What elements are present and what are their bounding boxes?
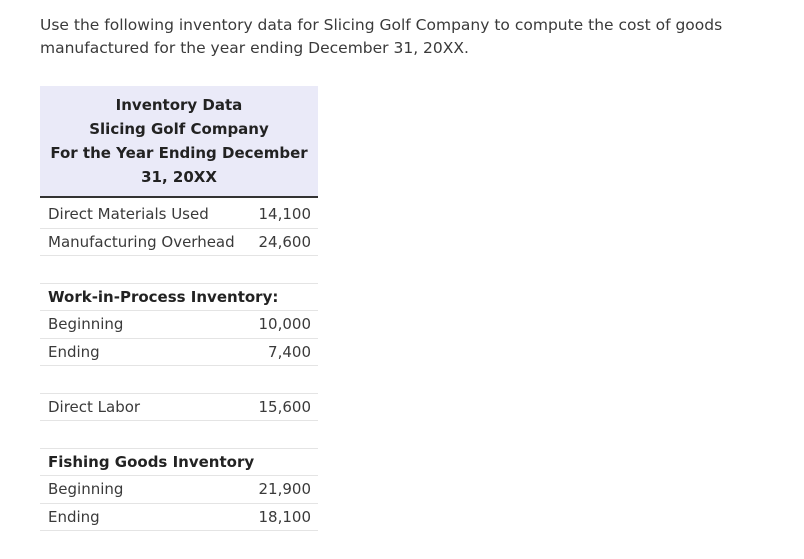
section-heading-row: Work-in-Process Inventory:	[40, 283, 318, 311]
table-row: Ending 7,400	[40, 338, 318, 366]
row-value: 18,100	[248, 503, 318, 531]
table-row: Manufacturing Overhead 24,600	[40, 228, 318, 256]
table-row: Direct Materials Used 14,100	[40, 197, 318, 229]
row-label: Direct Materials Used	[40, 197, 249, 229]
problem-statement: Use the following inventory data for Sli…	[40, 16, 723, 57]
row-label: Ending	[40, 338, 249, 366]
row-value: 7,400	[248, 338, 318, 366]
row-value: 21,900	[248, 475, 318, 504]
spacer-row	[40, 365, 318, 394]
wip-heading: Work-in-Process Inventory:	[40, 283, 318, 311]
row-label: Manufacturing Overhead	[40, 228, 249, 256]
row-label: Ending	[40, 503, 249, 531]
row-label: Beginning	[40, 310, 249, 339]
fg-heading: Fishing Goods Inventory	[40, 448, 318, 476]
section-heading-row: Fishing Goods Inventory	[40, 448, 318, 476]
row-value: 15,600	[248, 393, 318, 421]
spacer-row	[40, 255, 318, 284]
inventory-data-table: Inventory Data Slicing Golf Company For …	[40, 86, 318, 531]
row-label: Beginning	[40, 475, 249, 504]
period-label: For the Year Ending December 31, 20XX	[50, 144, 308, 186]
table-row: Beginning 21,900	[40, 475, 318, 504]
table-row: Beginning 10,000	[40, 310, 318, 339]
row-value: 14,100	[248, 197, 318, 229]
table-header: Inventory Data Slicing Golf Company For …	[40, 86, 318, 198]
row-value: 10,000	[248, 310, 318, 339]
table-row: Ending 18,100	[40, 503, 318, 531]
table-row: Direct Labor 15,600	[40, 393, 318, 421]
table-title: Inventory Data	[115, 96, 243, 114]
company-name: Slicing Golf Company	[89, 120, 269, 138]
row-label: Direct Labor	[40, 393, 249, 421]
spacer-row	[40, 420, 318, 449]
row-value: 24,600	[248, 228, 318, 256]
